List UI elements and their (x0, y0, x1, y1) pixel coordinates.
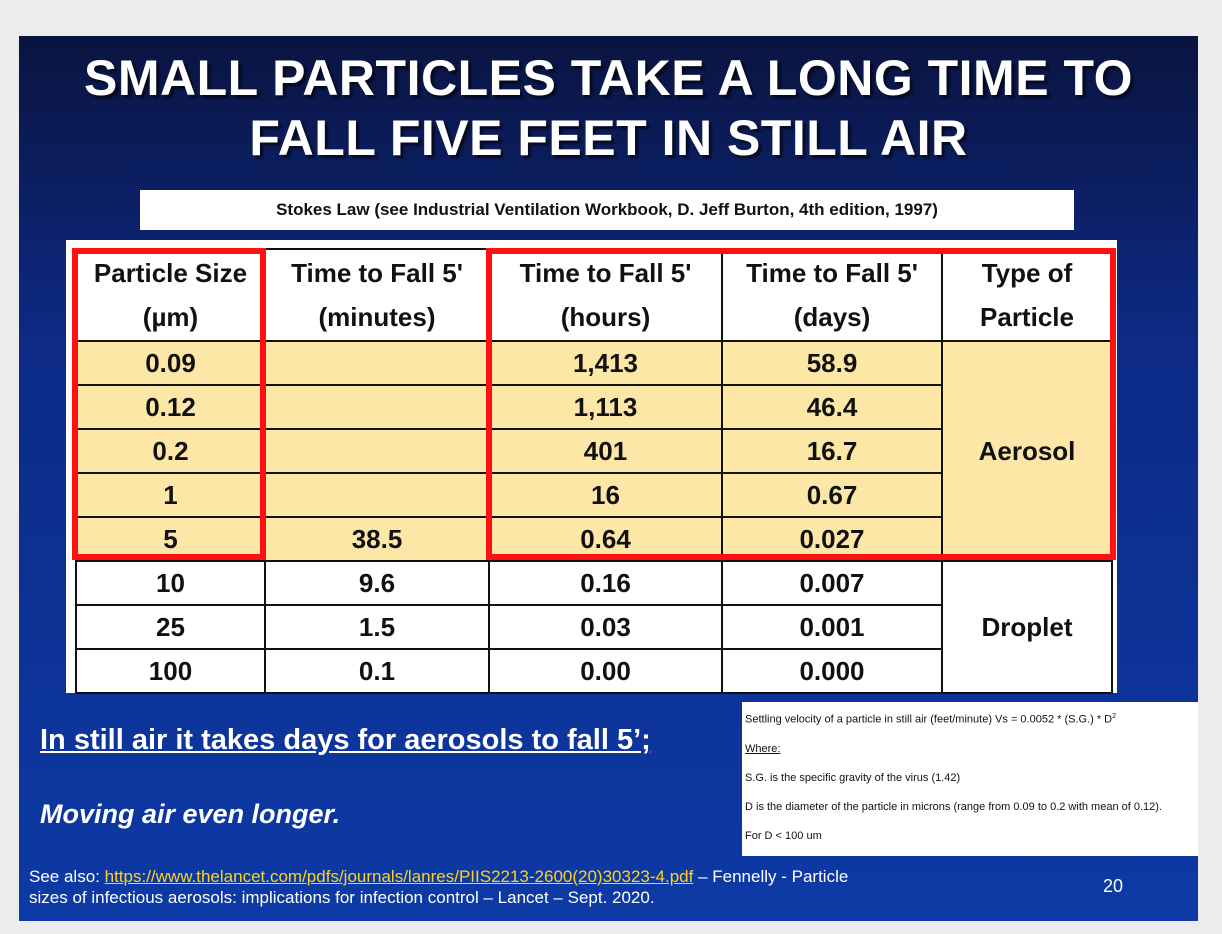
moving-air-text: Moving air even longer. (40, 799, 341, 829)
cell-days: 16.7 (721, 428, 943, 474)
cell-size: 0.12 (75, 384, 266, 430)
lancet-link[interactable]: https://www.thelancet.com/pdfs/journals/… (104, 867, 694, 886)
cell-type-droplet: Droplet (941, 560, 1113, 694)
header-days: Time to Fall 5' (days) (721, 248, 943, 342)
table-header-row: Particle Size (µm) Time to Fall 5' (minute… (75, 248, 1113, 342)
cell-minutes (264, 340, 490, 386)
cell-hours: 1,413 (488, 340, 723, 386)
slide: SMALL PARTICLES TAKE A LONG TIME TO FALL… (19, 36, 1198, 921)
cell-hours: 16 (488, 472, 723, 518)
table-row: 0.09 1,413 58.9 Aerosol (75, 340, 1113, 562)
see-also-suffix-2: sizes of infectious aerosols: implicatio… (29, 888, 655, 907)
formula-where: Where: (745, 742, 781, 755)
table-container: Particle Size (µm) Time to Fall 5' (minute… (66, 240, 1117, 694)
cell-minutes (264, 428, 490, 474)
cell-hours: 1,113 (488, 384, 723, 430)
cell-hours: 0.03 (488, 604, 723, 650)
see-also-prefix: See also: (29, 867, 105, 886)
see-also-reference: See also: https://www.thelancet.com/pdfs… (29, 866, 929, 908)
cell-days: 46.4 (721, 384, 943, 430)
cell-days: 0.001 (721, 604, 943, 650)
cell-hours: 0.64 (488, 516, 723, 562)
table-row: 10 9.6 0.16 0.007 Droplet (75, 560, 1113, 694)
cell-hours: 401 (488, 428, 723, 474)
page-number: 20 (1103, 876, 1124, 896)
header-minutes: Time to Fall 5' (minutes) (264, 248, 490, 342)
formula-box: Settling velocity of a particle in still… (742, 702, 1198, 856)
cell-minutes: 1.5 (264, 604, 490, 650)
formula-limit: For D < 100 um (745, 829, 822, 842)
cell-minutes (264, 472, 490, 518)
takeaway-text: In still air it takes days for aerosols … (40, 724, 651, 756)
cell-size: 10 (75, 560, 266, 606)
see-also-suffix: – Fennelly - Particle (693, 867, 849, 886)
header-hours: Time to Fall 5' (hours) (488, 248, 723, 342)
title-line-1: SMALL PARTICLES TAKE A LONG TIME TO (84, 50, 1133, 106)
cell-days: 0.007 (721, 560, 943, 606)
title-line-2: FALL FIVE FEET IN STILL AIR (249, 110, 968, 166)
cell-size: 0.2 (75, 428, 266, 474)
cell-size: 0.09 (75, 340, 266, 386)
cell-hours: 0.00 (488, 648, 723, 694)
table-row: 100 0.1 0.00 0.000 (75, 648, 1112, 694)
cell-minutes: 0.1 (264, 648, 490, 694)
cell-minutes: 9.6 (264, 560, 490, 606)
slide-title: SMALL PARTICLES TAKE A LONG TIME TO FALL… (19, 48, 1198, 168)
cell-minutes (264, 384, 490, 430)
table-row: 1 16 0.67 (75, 472, 1112, 518)
cell-size: 100 (75, 648, 266, 694)
table-row: 0.12 1,113 46.4 (75, 384, 1112, 430)
cell-type-aerosol: Aerosol (941, 340, 1113, 562)
cell-size: 1 (75, 472, 266, 518)
formula-d: D is the diameter of the particle in mic… (745, 800, 1162, 813)
formula-sg: S.G. is the specific gravity of the viru… (745, 771, 961, 784)
cell-size: 25 (75, 604, 266, 650)
cell-days: 58.9 (721, 340, 943, 386)
cell-days: 0.67 (721, 472, 943, 518)
stokes-table: Particle Size (µm) Time to Fall 5' (minute… (75, 248, 1113, 694)
formula-line: Settling velocity of a particle in still… (745, 713, 1117, 726)
cell-minutes: 38.5 (264, 516, 490, 562)
source-caption: Stokes Law (see Industrial Ventilation W… (140, 190, 1074, 230)
cell-days: 0.027 (721, 516, 943, 562)
header-type: Type of Particle (941, 248, 1113, 342)
cell-days: 0.000 (721, 648, 943, 694)
table-row: 0.2 401 16.7 (75, 428, 1112, 474)
cell-size: 5 (75, 516, 266, 562)
header-particle-size: Particle Size (µm) (75, 248, 266, 342)
cell-hours: 0.16 (488, 560, 723, 606)
table-row: 25 1.5 0.03 0.001 (75, 604, 1112, 650)
